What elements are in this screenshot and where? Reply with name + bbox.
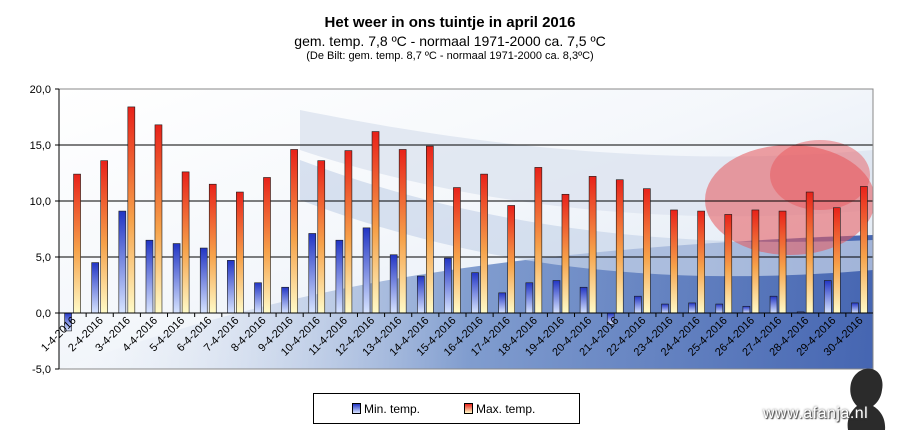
bar-min-temp xyxy=(335,239,344,314)
bar-min-temp xyxy=(552,280,561,314)
bar-max-temp xyxy=(697,210,705,314)
bar-max-temp xyxy=(561,193,570,314)
y-tick-label: 5,0 xyxy=(36,252,51,264)
bar-max-temp xyxy=(425,145,434,314)
person-silhouette-icon xyxy=(847,368,886,430)
bar-min-temp xyxy=(851,302,859,314)
chart-subtitle: gem. temp. 7,8 ºC - normaal 1971-2000 ca… xyxy=(294,33,606,49)
bar-min-temp xyxy=(389,254,398,314)
y-axis: -5,0 0,0 5,0 10,0 15,0 20,0 xyxy=(30,84,60,376)
bar-max-temp xyxy=(751,209,760,314)
bar-max-temp xyxy=(643,188,651,314)
bar-max-temp xyxy=(181,171,190,314)
legend-item-min: Min. temp. xyxy=(352,402,420,416)
bar-max-temp xyxy=(127,106,136,314)
bar-min-temp xyxy=(227,260,235,314)
legend-swatch-max xyxy=(464,403,473,414)
bar-max-temp xyxy=(588,176,597,314)
bar-max-temp xyxy=(724,214,733,314)
bar-min-temp xyxy=(118,210,127,314)
bar-max-temp xyxy=(290,149,298,314)
bar-max-temp xyxy=(398,149,407,314)
y-tick-label: 0,0 xyxy=(36,308,51,320)
legend-item-max: Max. temp. xyxy=(464,402,535,416)
bar-max-temp xyxy=(534,167,543,314)
bar-max-temp xyxy=(480,173,488,314)
legend-label-min: Min. temp. xyxy=(364,402,421,416)
background-flag-art xyxy=(59,89,873,369)
bar-min-temp xyxy=(91,262,99,314)
y-tick-label: 10,0 xyxy=(30,196,51,208)
bar-max-temp xyxy=(100,160,108,314)
bar-min-temp xyxy=(362,227,371,314)
bar-min-temp xyxy=(688,302,696,314)
bar-max-temp xyxy=(236,191,244,314)
bar-max-temp xyxy=(73,173,81,314)
bar-max-temp xyxy=(208,183,217,314)
bar-max-temp xyxy=(860,186,868,314)
bar-min-temp xyxy=(715,303,724,314)
bar-max-temp xyxy=(778,210,787,314)
bar-min-temp xyxy=(634,295,642,314)
bar-min-temp xyxy=(498,292,507,314)
legend-swatch-min xyxy=(352,403,361,414)
bar-max-temp xyxy=(344,150,353,314)
bar-max-temp xyxy=(371,131,380,314)
y-tick-label: -5,0 xyxy=(32,364,51,376)
bar-max-temp xyxy=(805,191,814,314)
bar-min-temp xyxy=(661,303,669,314)
bar-min-temp xyxy=(145,239,154,314)
bar-max-temp xyxy=(453,187,461,314)
chart-title: Het weer in ons tuintje in april 2016 xyxy=(324,14,576,31)
legend-label-max: Max. temp. xyxy=(476,402,536,416)
bar-min-temp xyxy=(254,282,262,314)
bar-min-temp xyxy=(281,286,289,314)
bar-min-temp xyxy=(416,275,425,314)
bar-min-temp xyxy=(579,286,588,314)
y-tick-label: 20,0 xyxy=(30,84,51,96)
bar-max-temp xyxy=(154,124,163,314)
bar-max-temp xyxy=(263,177,271,314)
bar-max-temp xyxy=(507,205,516,314)
bar-min-temp xyxy=(525,282,534,314)
bar-max-temp xyxy=(670,209,678,314)
bar-max-temp xyxy=(615,179,624,314)
bar-min-temp xyxy=(823,280,832,314)
chart-subtitle-2: (De Bilt: gem. temp. 8,7 ºC - normaal 19… xyxy=(306,50,594,62)
bar-min-temp xyxy=(444,257,452,314)
y-tick-label: 15,0 xyxy=(30,140,51,152)
bar-min-temp xyxy=(471,272,479,314)
bar-min-temp xyxy=(742,305,751,314)
bar-max-temp xyxy=(317,160,326,314)
bar-min-temp xyxy=(172,243,181,314)
bar-min-temp xyxy=(308,233,317,314)
legend: Min. temp. Max. temp. xyxy=(313,393,580,424)
bar-max-temp xyxy=(832,207,841,314)
watermark: www.afanja.nl xyxy=(763,405,869,422)
bar-min-temp xyxy=(199,247,208,314)
bar-min-temp xyxy=(769,295,778,314)
